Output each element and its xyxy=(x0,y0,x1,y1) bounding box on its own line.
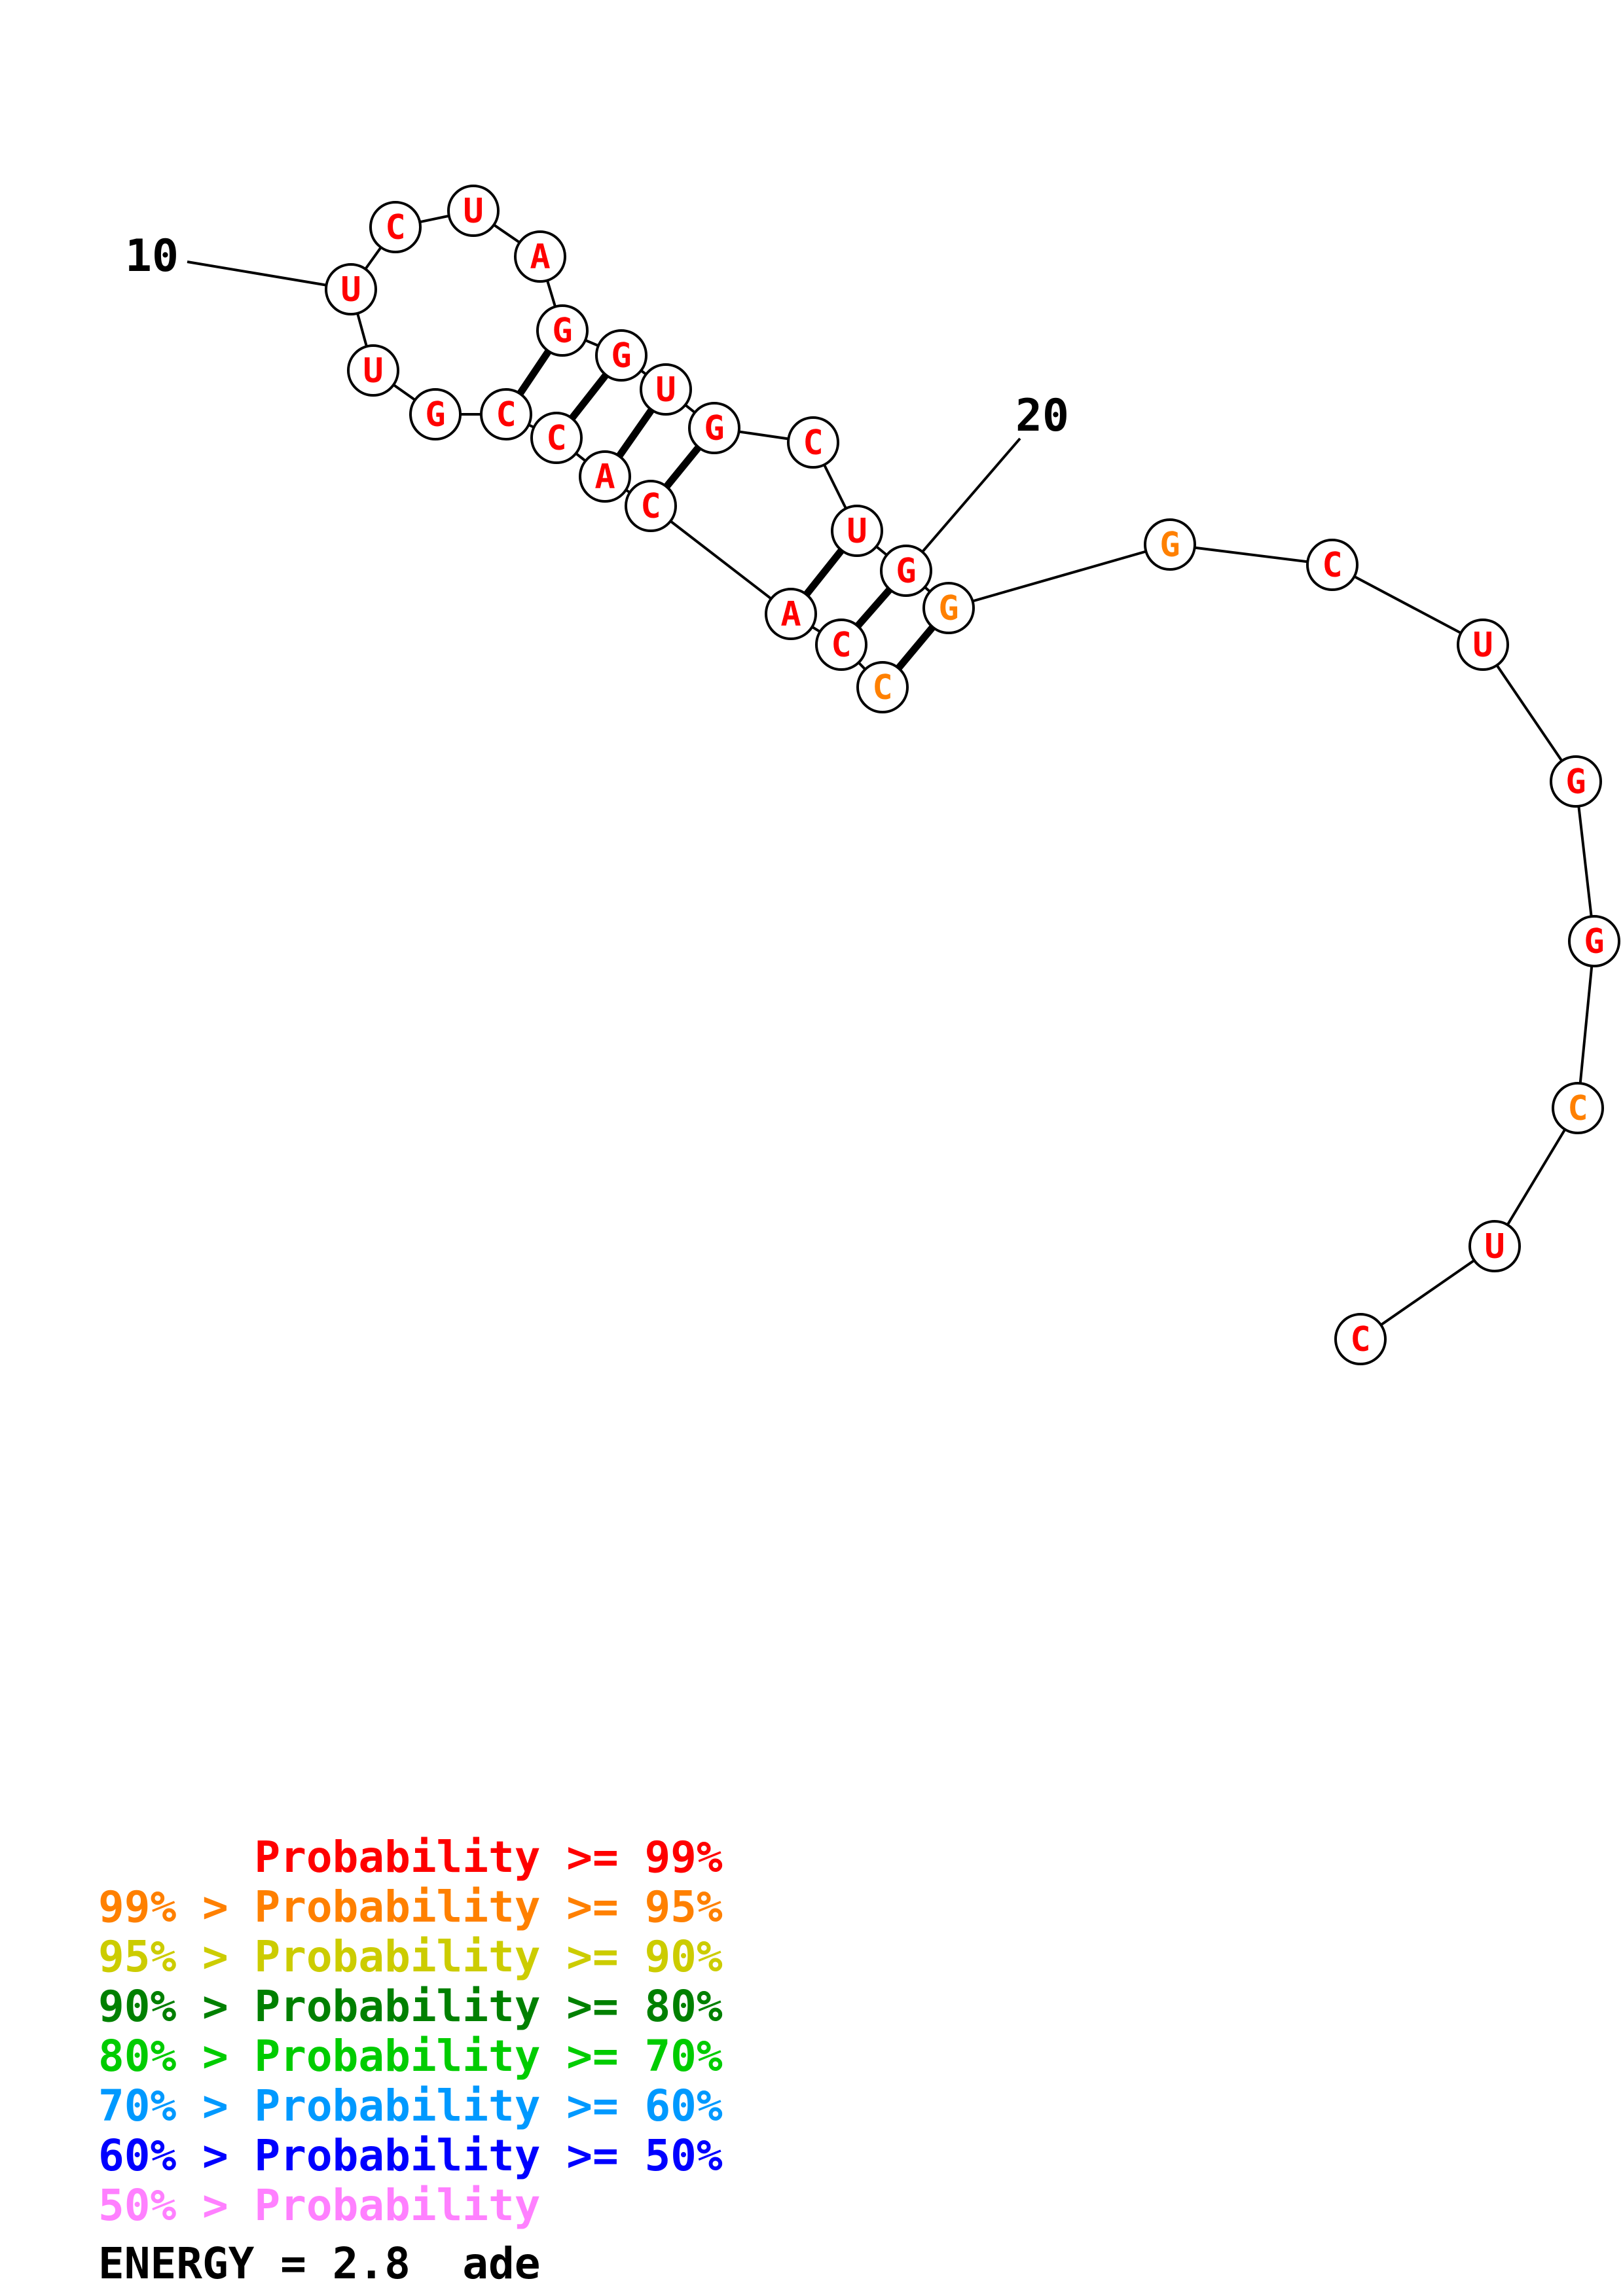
nucleotide-circle xyxy=(447,185,500,237)
nucleotide-base: C xyxy=(385,208,405,247)
backbone-segment xyxy=(1169,543,1333,566)
nucleotide-base: U xyxy=(1484,1227,1504,1266)
nucleotide-circle xyxy=(688,402,740,454)
legend-row: Probability >= 99% xyxy=(98,1832,723,1882)
nucleotide-circle xyxy=(1568,915,1620,967)
nucleotide-circle xyxy=(480,388,532,440)
legend-row: 99% > Probability >= 95% xyxy=(98,1882,723,1932)
nucleotide-base: U xyxy=(655,370,676,410)
nucleotide-circle xyxy=(579,450,631,503)
nucleotide-circle xyxy=(1334,1313,1387,1365)
nucleotide-circle xyxy=(1306,539,1359,591)
label-layer: 10 20 xyxy=(125,230,1069,572)
position-label: 20 xyxy=(1015,390,1069,442)
label-leader-line xyxy=(187,260,352,291)
nucleotide-circle xyxy=(536,304,589,357)
nucleotide-base: C xyxy=(831,626,851,665)
nucleotide-base: A xyxy=(530,238,550,277)
nucleotide-base: G xyxy=(1565,762,1586,802)
nucleotide-circle xyxy=(787,416,839,469)
legend-row: 60% > Probability >= 50% xyxy=(98,2130,723,2181)
backbone-layer xyxy=(350,209,1596,1340)
nucleotide-base: C xyxy=(1567,1089,1588,1128)
legend-row: 80% > Probability >= 70% xyxy=(98,2031,723,2081)
nucleotide-base: G xyxy=(1584,922,1604,961)
nucleotide-base: C xyxy=(872,668,892,708)
nucleotide-base: A xyxy=(594,457,615,497)
nucleotide-base: G xyxy=(1159,526,1180,565)
nucleotide-base: C xyxy=(1350,1320,1370,1359)
nucleotide-base: C xyxy=(496,395,516,435)
nucleotide-base: U xyxy=(463,192,483,231)
nucleotide-circle xyxy=(1144,518,1196,571)
nucleotide-base: A xyxy=(780,595,801,634)
nucleotide-circle xyxy=(369,201,422,253)
nucleotide-circle xyxy=(922,582,975,634)
nucleotide-circle xyxy=(1552,1082,1604,1134)
nucleotide-circle xyxy=(856,661,909,713)
nucleotide-circle xyxy=(409,388,462,440)
nucleotide-base: G xyxy=(896,552,916,591)
backbone-segment xyxy=(1577,941,1596,1109)
backbone-segment xyxy=(1575,781,1596,942)
probability-legend: Probability >= 99% 99% > Probability >= 9… xyxy=(98,1833,723,2231)
nucleotide-base: C xyxy=(1322,546,1342,585)
nucleotide-circle xyxy=(1468,1220,1521,1272)
nucleotide-circle xyxy=(640,363,692,416)
nucleotide-base: C xyxy=(640,487,661,526)
legend-row: 70% > Probability >= 60% xyxy=(98,2081,723,2131)
nucleotide-base: G xyxy=(611,336,631,376)
nucleotide-circle xyxy=(514,230,566,283)
pair-layer xyxy=(503,328,952,690)
nucleotide-circle xyxy=(530,412,583,464)
energy-label: ENERGY = 2.8 ade xyxy=(98,2238,541,2289)
nucleotide-circle xyxy=(765,588,817,640)
legend-row: 95% > Probability >= 90% xyxy=(98,1931,723,1982)
label-leader-line xyxy=(905,437,1021,572)
nucleotide-circle xyxy=(347,344,399,397)
nucleotide-base: C xyxy=(803,423,823,463)
nucleotide-base: U xyxy=(340,270,361,310)
nucleotide-base: G xyxy=(704,409,724,448)
nucleotide-base: C xyxy=(546,419,566,458)
nucleotide-circle xyxy=(1457,619,1509,671)
legend-row: 90% > Probability >= 80% xyxy=(98,1981,723,2032)
nucleotide-circle xyxy=(815,619,867,671)
backbone-segment xyxy=(1482,643,1577,783)
legend-row: 50% > Probability xyxy=(98,2180,541,2231)
backbone-segment xyxy=(1493,1107,1579,1247)
nucleotide-circle xyxy=(595,329,647,382)
backbone-segment xyxy=(1332,564,1484,646)
nucleotide-circle xyxy=(831,505,883,557)
nucleotide-circle xyxy=(1550,755,1602,808)
nucleotide-base: U xyxy=(1472,626,1493,665)
position-label: 10 xyxy=(125,230,179,282)
backbone-segment xyxy=(948,543,1171,609)
nucleotide-base: G xyxy=(938,589,958,628)
nucleotide-base: G xyxy=(552,312,572,351)
backbone-segment xyxy=(649,505,792,615)
nucleotide-base: G xyxy=(425,395,445,435)
nucleotide-circle xyxy=(625,480,677,532)
nucleotide-circle xyxy=(880,545,932,597)
backbone-segment xyxy=(1359,1245,1496,1340)
nucleotide-circle xyxy=(325,263,377,315)
nucleotide-base: U xyxy=(847,512,867,551)
nucleotide-base: U xyxy=(363,351,383,391)
